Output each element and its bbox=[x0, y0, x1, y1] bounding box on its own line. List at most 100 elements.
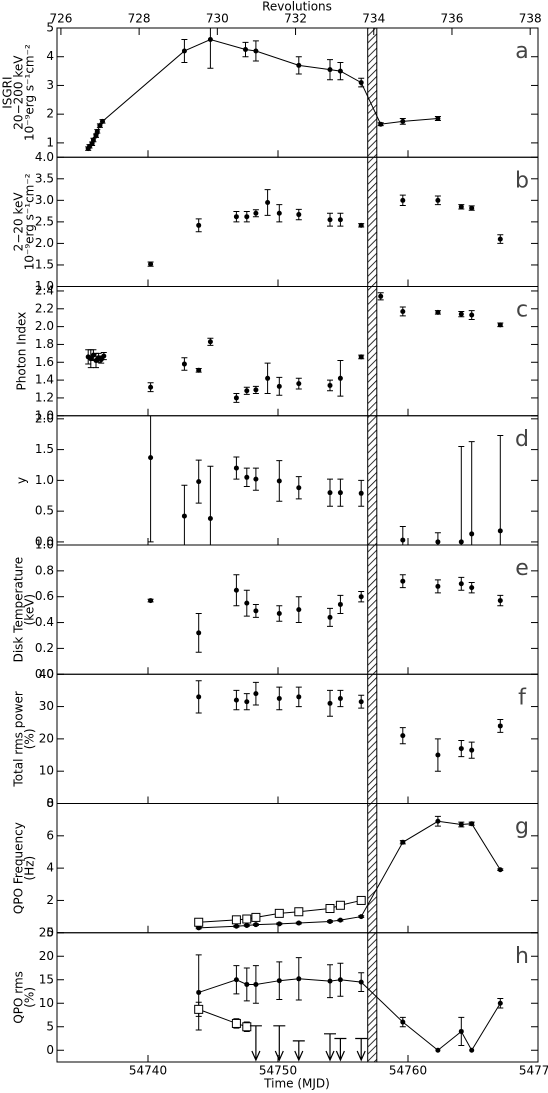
data-point bbox=[253, 691, 259, 697]
data-point bbox=[497, 1000, 503, 1006]
data-point bbox=[244, 388, 250, 394]
panel: e Disk Temperature(keV) 0.0 0.2 0.4 0.6 0.8 1.0 bbox=[12, 538, 539, 681]
data-point bbox=[358, 914, 364, 920]
y-axis-label: 10⁻⁹erg s⁻¹cm⁻² bbox=[23, 173, 37, 270]
data-point bbox=[93, 133, 99, 139]
x-tick-label: 54750 bbox=[259, 1064, 297, 1078]
data-point bbox=[435, 539, 441, 545]
panel-frame bbox=[56, 673, 539, 804]
data-point bbox=[337, 977, 343, 983]
y-tick-label: 1.6 bbox=[35, 355, 54, 369]
data-point bbox=[244, 699, 250, 705]
y-tick-label: 25 bbox=[39, 925, 54, 939]
data-point bbox=[327, 382, 333, 388]
data-point bbox=[251, 912, 261, 922]
y-tick-label: 2.0 bbox=[35, 236, 54, 250]
data-point bbox=[337, 601, 343, 607]
data-point bbox=[458, 204, 464, 210]
data-point bbox=[244, 981, 250, 987]
y-axis-label: 20−200 keV bbox=[12, 55, 26, 130]
data-point bbox=[296, 381, 302, 387]
data-point bbox=[400, 197, 406, 203]
data-point bbox=[296, 212, 302, 218]
data-point bbox=[244, 922, 250, 928]
data-point bbox=[400, 1019, 406, 1025]
data-point bbox=[337, 695, 343, 701]
panel-tag: e bbox=[515, 556, 529, 581]
y-axis-label: ISGRI bbox=[1, 76, 15, 108]
data-point bbox=[435, 1047, 441, 1053]
data-point bbox=[358, 80, 364, 86]
y-tick-label: 10 bbox=[39, 764, 54, 778]
y-axis-label: Photon Index bbox=[15, 312, 29, 391]
data-point bbox=[358, 490, 364, 496]
y-axis-label: 10⁻⁹erg s⁻¹cm⁻² bbox=[23, 44, 37, 141]
data-point bbox=[276, 695, 282, 701]
data-point bbox=[296, 485, 302, 491]
y-tick-label: 10 bbox=[39, 996, 54, 1010]
data-point bbox=[337, 375, 343, 381]
y-tick-label: 0.0 bbox=[35, 534, 54, 548]
data-point bbox=[94, 128, 100, 134]
data-point bbox=[276, 921, 282, 927]
panel-tag: h bbox=[515, 944, 529, 969]
data-point bbox=[435, 752, 441, 758]
x-tick-label: 54740 bbox=[129, 1064, 167, 1078]
y-tick-label: 2.4 bbox=[35, 283, 54, 297]
y-tick-label: 0 bbox=[46, 1043, 54, 1057]
y-tick-label: 15 bbox=[39, 972, 54, 986]
series-line bbox=[87, 38, 438, 149]
data-point bbox=[253, 981, 259, 987]
data-layer bbox=[147, 574, 504, 653]
data-point bbox=[358, 699, 364, 705]
data-point bbox=[233, 977, 239, 983]
upper-limit bbox=[249, 1025, 262, 1062]
y-tick-label: 1.8 bbox=[35, 337, 54, 351]
data-point bbox=[276, 978, 282, 984]
data-point bbox=[274, 908, 284, 918]
data-point bbox=[458, 581, 464, 587]
data-point bbox=[265, 199, 271, 205]
y-tick-label: 1.4 bbox=[35, 373, 54, 387]
data-point bbox=[337, 490, 343, 496]
x2-tick-label: 730 bbox=[206, 12, 229, 26]
panel: g QPO Frequency(Hz) 0 2 4 6 8 bbox=[12, 796, 539, 939]
y-tick-label: 20 bbox=[39, 731, 54, 745]
x2-axis-label: Revolutions bbox=[262, 0, 332, 14]
data-point bbox=[181, 361, 187, 367]
panel-frame bbox=[56, 27, 539, 158]
data-point bbox=[469, 821, 475, 827]
data-point bbox=[435, 115, 441, 121]
y-tick-label: 1.0 bbox=[35, 279, 54, 293]
data-point bbox=[207, 339, 213, 345]
y-tick-label: 3.5 bbox=[35, 171, 54, 185]
panel-tag: g bbox=[515, 815, 529, 840]
data-point bbox=[400, 308, 406, 314]
panel: c Photon Index 1.0 1.2 1.4 1.6 1.8 2.0 2.2 2.4 bbox=[15, 283, 539, 422]
data-point bbox=[276, 210, 282, 216]
data-point bbox=[327, 614, 333, 620]
data-point bbox=[469, 312, 475, 318]
y-tick-label: 3 bbox=[46, 78, 54, 92]
data-point bbox=[231, 915, 241, 925]
data-layer bbox=[85, 28, 441, 152]
panel-tag: b bbox=[515, 168, 529, 193]
data-layer bbox=[147, 415, 504, 545]
data-point bbox=[243, 47, 248, 53]
y-tick-label: 5 bbox=[46, 1019, 54, 1033]
data-point bbox=[435, 197, 441, 203]
data-point bbox=[296, 694, 302, 700]
data-point bbox=[358, 594, 364, 600]
data-point bbox=[358, 222, 364, 228]
upper-limit bbox=[273, 1025, 286, 1062]
upper-limit bbox=[324, 1033, 336, 1062]
upper-limit bbox=[334, 1037, 347, 1062]
data-point bbox=[253, 608, 259, 614]
data-point bbox=[469, 205, 475, 211]
y-tick-label: 1.2 bbox=[35, 390, 54, 404]
data-point bbox=[469, 531, 475, 537]
data-point bbox=[244, 474, 250, 480]
y-tick-label: 8 bbox=[46, 796, 54, 810]
data-point bbox=[469, 747, 475, 753]
